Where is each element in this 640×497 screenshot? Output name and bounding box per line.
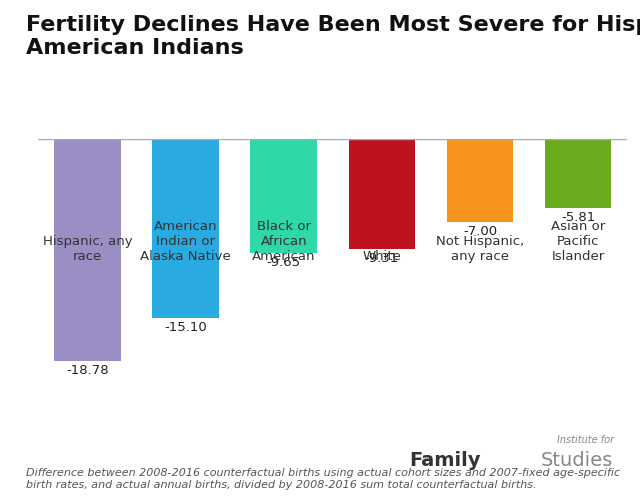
Text: -15.10: -15.10 (164, 321, 207, 334)
Text: -7.00: -7.00 (463, 225, 497, 238)
Text: -9.65: -9.65 (267, 256, 301, 269)
Text: Asian or
Pacific
Islander: Asian or Pacific Islander (551, 220, 605, 263)
Text: Difference between 2008-2016 counterfactual births using actual cohort sizes and: Difference between 2008-2016 counterfact… (26, 468, 620, 490)
Bar (152, 139, 219, 318)
Text: Studies: Studies (541, 451, 613, 470)
Bar (447, 139, 513, 222)
Text: -9.31: -9.31 (365, 252, 399, 265)
Text: -18.78: -18.78 (66, 364, 109, 377)
Bar (54, 139, 121, 361)
Bar (545, 139, 611, 208)
Text: White: White (362, 250, 401, 263)
Bar (349, 139, 415, 249)
Bar (250, 139, 317, 253)
Text: American
Indian or
Alaska Native: American Indian or Alaska Native (140, 220, 231, 263)
Text: Institute for: Institute for (557, 435, 614, 445)
Text: Fertility Declines Have Been Most Severe for Hispanics,
American Indians: Fertility Declines Have Been Most Severe… (26, 15, 640, 58)
Text: Black or
African
American: Black or African American (252, 220, 316, 263)
Text: -5.81: -5.81 (561, 211, 595, 224)
Text: Family: Family (410, 451, 481, 470)
Text: Hispanic, any
race: Hispanic, any race (43, 236, 132, 263)
Text: Not Hispanic,
any race: Not Hispanic, any race (436, 236, 524, 263)
